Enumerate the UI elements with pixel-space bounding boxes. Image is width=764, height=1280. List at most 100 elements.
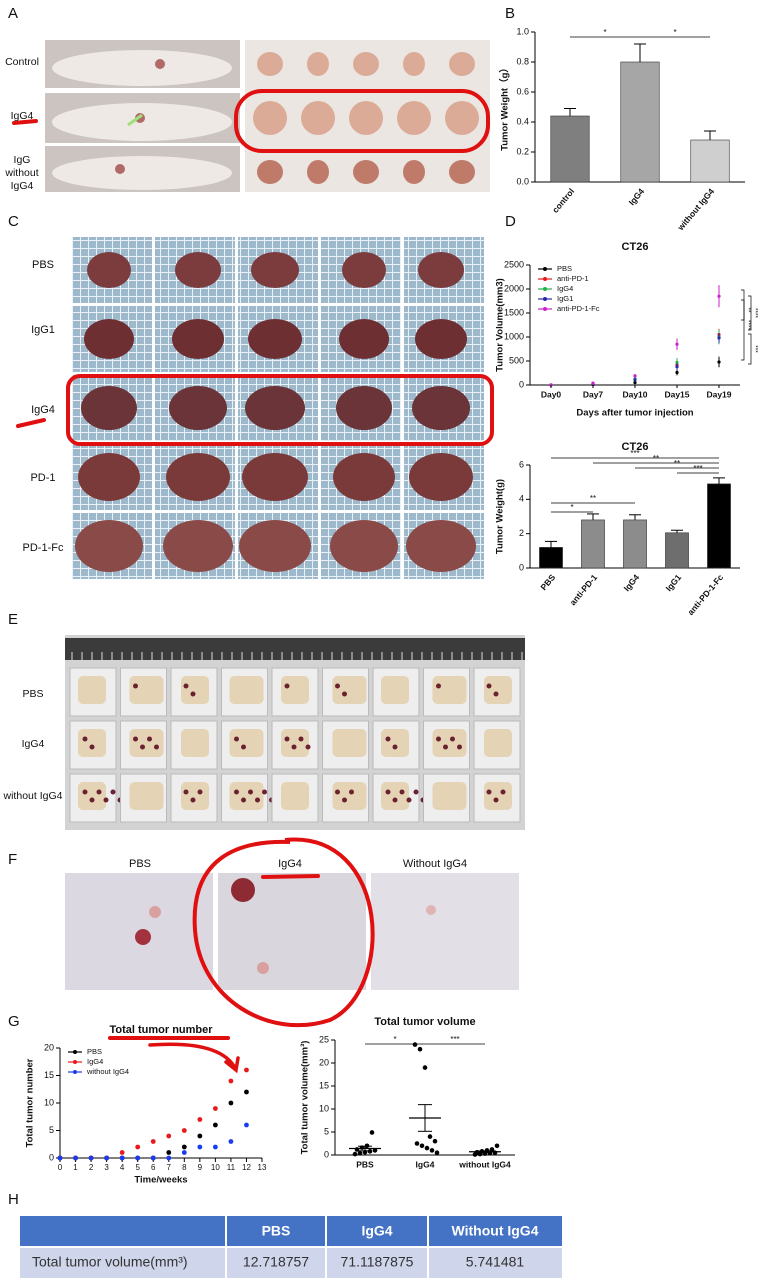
x-tick-label: 3 (104, 1163, 109, 1172)
data-point (212, 1144, 218, 1150)
nodule (255, 797, 260, 803)
x-tick-label: 4 (120, 1163, 125, 1172)
x-axis-label: Days after tumor injection (576, 408, 693, 419)
x-tick-label: 13 (258, 1163, 267, 1172)
bar (550, 115, 590, 183)
table-header (20, 1216, 562, 1246)
nodule (457, 744, 462, 750)
data-point (633, 378, 637, 382)
tissue (332, 676, 367, 704)
tissue (381, 676, 409, 704)
nodule (298, 736, 304, 742)
y-tick-label: 1500 (504, 307, 524, 317)
legend-marker (73, 1060, 77, 1064)
significance-label: * (570, 503, 573, 512)
x-tick-label: control (550, 186, 576, 214)
legend-label: IgG4 (87, 1057, 103, 1066)
tissue (281, 676, 309, 704)
legend-label: anti-PD-1-Fc (557, 304, 600, 313)
tumor (301, 101, 335, 135)
x-tick-label: IgG1 (663, 572, 683, 593)
tumor (342, 252, 386, 288)
data-point (432, 1138, 438, 1144)
panel-label: F (8, 851, 17, 868)
nodule (493, 797, 499, 803)
table-header-cell: IgG4 (361, 1223, 392, 1239)
y-tick-label: 1.0 (516, 26, 529, 36)
arrow (127, 113, 143, 127)
nodule (82, 789, 88, 795)
tumor (257, 160, 283, 184)
bar (665, 532, 689, 569)
photo-row-label: IgG4 (31, 404, 55, 416)
y-axis-label: Tumor Weight（g） (499, 63, 511, 151)
data-point (150, 1139, 156, 1144)
data-point (88, 1155, 94, 1161)
x-tick-label: anti-PD-1-Fc (685, 572, 725, 617)
photo-row-label: PD-1-Fc (22, 542, 64, 554)
tumor-spot (135, 929, 151, 945)
significance-label: ** (674, 459, 680, 468)
y-tick-label: 0.6 (516, 86, 529, 96)
photo-row-label: IgG1 (31, 324, 55, 336)
data-point (633, 381, 637, 385)
y-tick-label: 10 (319, 1103, 329, 1113)
tumor (330, 520, 398, 572)
tissue (432, 676, 467, 704)
y-axis-label: Total tumor volume(mm³) (300, 1041, 311, 1155)
tissue (432, 782, 467, 810)
nodule (385, 736, 391, 742)
photo-row-label: IgG4 (10, 110, 34, 122)
nodule (335, 683, 340, 689)
tissue (229, 729, 264, 757)
mouse (52, 50, 232, 86)
x-tick-label: 10 (211, 1163, 220, 1172)
tumor (248, 319, 302, 359)
nodule (89, 744, 95, 750)
significance-label: * (393, 1035, 396, 1044)
nodule (248, 789, 253, 795)
nodule (183, 789, 189, 795)
nodule (89, 797, 95, 803)
table-cell: 71.1187875 (341, 1254, 414, 1270)
tissue (78, 729, 106, 757)
x-tick-label: IgG4 (416, 1159, 435, 1169)
tumor (415, 319, 467, 359)
tumor (412, 386, 470, 430)
nodule (486, 683, 492, 689)
x-tick-label: 8 (182, 1163, 187, 1172)
y-tick-label: 0 (519, 562, 524, 572)
tumor (81, 386, 137, 430)
nodule (342, 797, 347, 803)
cassette (170, 720, 218, 770)
photo-column-label: Without IgG4 (402, 858, 468, 870)
y-tick-label: 15 (44, 1070, 54, 1080)
legend-label: anti-PD-1 (557, 274, 589, 283)
data-point (419, 1143, 425, 1149)
significance-label: *** (630, 449, 639, 458)
tumor (449, 52, 475, 76)
x-tick-label: 5 (135, 1163, 140, 1172)
significance-label: *** (450, 1035, 459, 1044)
nodule (392, 744, 398, 750)
data-point (135, 1144, 141, 1150)
photo (371, 873, 519, 990)
data-point (717, 294, 721, 298)
y-tick-label: 25 (319, 1034, 329, 1044)
highlight (16, 418, 46, 428)
tumor (353, 160, 379, 184)
nodule (190, 797, 196, 803)
x-tick-label: Day15 (664, 389, 689, 399)
tissue (229, 782, 264, 810)
tumor-spot (115, 164, 125, 174)
nodule (133, 683, 138, 689)
nodule (406, 797, 412, 803)
data-point (434, 1150, 440, 1155)
data-point (717, 360, 721, 364)
significance-bracket (748, 295, 752, 331)
data-point (414, 1141, 420, 1146)
panel-label: B (505, 5, 515, 22)
nodule (450, 736, 455, 742)
nodule (335, 789, 340, 795)
photo-column-label: IgG4 (278, 858, 302, 870)
